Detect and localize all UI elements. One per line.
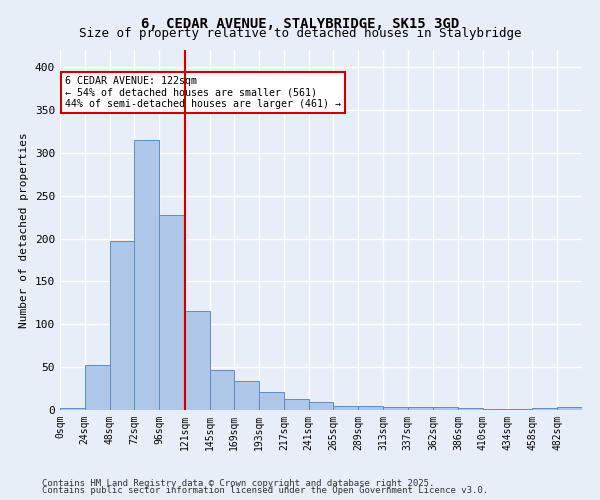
Bar: [159, 216, 185, 410]
Bar: [508, 409, 532, 410]
Bar: [185, 312, 209, 410]
Bar: [334, 406, 358, 410]
Bar: [557, 408, 582, 410]
Text: Size of property relative to detached houses in Stalybridge: Size of property relative to detached ho…: [79, 28, 521, 40]
Text: 6, CEDAR AVENUE, STALYBRIDGE, SK15 3GD: 6, CEDAR AVENUE, STALYBRIDGE, SK15 3GD: [141, 18, 459, 32]
Bar: [407, 408, 433, 410]
Bar: [433, 408, 458, 410]
Bar: [209, 370, 235, 410]
Bar: [284, 399, 308, 410]
Text: Contains HM Land Registry data © Crown copyright and database right 2025.: Contains HM Land Registry data © Crown c…: [42, 478, 434, 488]
Text: 6 CEDAR AVENUE: 122sqm
← 54% of detached houses are smaller (561)
44% of semi-de: 6 CEDAR AVENUE: 122sqm ← 54% of detached…: [65, 76, 341, 109]
Bar: [235, 381, 259, 410]
Bar: [483, 409, 508, 410]
Bar: [110, 241, 134, 410]
Bar: [85, 366, 110, 410]
Bar: [458, 408, 483, 410]
Y-axis label: Number of detached properties: Number of detached properties: [19, 132, 29, 328]
Bar: [134, 140, 159, 410]
Bar: [60, 408, 85, 410]
Bar: [308, 402, 334, 410]
Bar: [358, 406, 383, 410]
Bar: [532, 408, 557, 410]
Text: Contains public sector information licensed under the Open Government Licence v3: Contains public sector information licen…: [42, 486, 488, 495]
Bar: [383, 406, 407, 410]
Bar: [259, 392, 284, 410]
